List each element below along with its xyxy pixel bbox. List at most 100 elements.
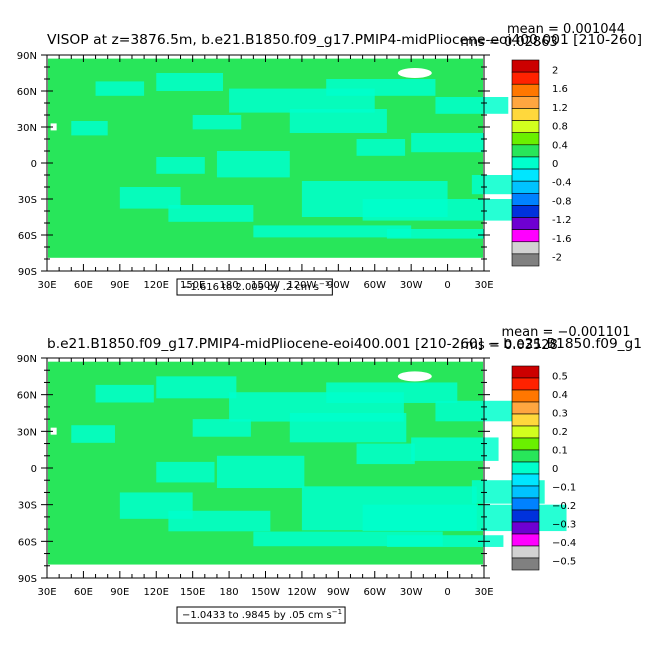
colorbar-label: -2 bbox=[552, 253, 562, 264]
colorbar-label: 0.1 bbox=[552, 445, 568, 456]
field-patch-12 bbox=[71, 121, 108, 136]
field-patch-17 bbox=[356, 443, 415, 465]
y-tick-label: 0 bbox=[31, 464, 37, 475]
land-gap bbox=[50, 123, 57, 131]
field-patch-9 bbox=[168, 510, 271, 532]
field-patch-14 bbox=[386, 229, 484, 239]
colorbar-label: −0.5 bbox=[552, 557, 576, 568]
x-tick-label: 90E bbox=[110, 587, 129, 598]
x-tick-label: 120W bbox=[287, 280, 316, 291]
field-patch-5 bbox=[216, 151, 290, 178]
ice-gap bbox=[397, 371, 432, 382]
stat-mean: mean = 0.001044 bbox=[507, 22, 625, 37]
colorbar-swatch bbox=[511, 365, 540, 379]
colorbar-swatch bbox=[511, 241, 540, 255]
field-patch-10 bbox=[435, 400, 523, 422]
range-label: −1.0433 to .9845 by .05 cm s−1 bbox=[182, 608, 342, 621]
x-tick-label: 60W bbox=[363, 587, 386, 598]
colorbar-swatch bbox=[511, 120, 540, 134]
range-label: −1.616 to 2.009 by .2 cm s−1 bbox=[182, 280, 329, 293]
colorbar-swatch bbox=[511, 557, 540, 571]
y-tick-label: 30S bbox=[18, 195, 37, 206]
colorbar-swatch bbox=[511, 533, 540, 547]
colorbar-swatch bbox=[511, 253, 540, 267]
field-patch-16 bbox=[192, 115, 242, 130]
colorbar-swatch bbox=[511, 473, 540, 487]
field-patch-17 bbox=[356, 139, 406, 156]
y-tick-label: 90N bbox=[17, 354, 37, 365]
colorbar-swatch bbox=[511, 461, 540, 475]
x-tick-label: 60E bbox=[74, 587, 93, 598]
y-tick-label: 30N bbox=[17, 123, 37, 134]
x-tick-label: 30W bbox=[400, 587, 423, 598]
x-tick-label: 150W bbox=[251, 587, 280, 598]
range-label-frame bbox=[176, 278, 333, 296]
chart-title: VISOP at z=3876.5m, b.e21.B1850.f09_g17.… bbox=[47, 33, 642, 48]
field-patch-5 bbox=[216, 455, 305, 489]
colorbar-swatch bbox=[511, 497, 540, 511]
colorbar-label: 0.4 bbox=[552, 390, 568, 401]
chart-title: b.e21.B1850.f09_g17.PMIP4-midPliocene-eo… bbox=[47, 337, 642, 352]
colorbar-swatch bbox=[511, 413, 540, 427]
field-patch-8 bbox=[119, 187, 181, 209]
colorbar-label: −0.2 bbox=[552, 501, 576, 512]
colorbar-label: -1.6 bbox=[552, 234, 572, 245]
colorbar-label: −0.3 bbox=[552, 520, 576, 531]
colorbar-swatch bbox=[511, 425, 540, 439]
y-tick-label: 60S bbox=[18, 537, 37, 548]
colorbar-swatch bbox=[511, 377, 540, 391]
x-tick-label: 0 bbox=[444, 587, 450, 598]
field-patch-18 bbox=[156, 461, 215, 483]
colorbar-swatch bbox=[511, 156, 540, 170]
x-tick-label: 60E bbox=[74, 280, 93, 291]
colorbar-swatch bbox=[511, 485, 540, 499]
colorbar-swatch bbox=[511, 96, 540, 109]
x-tick-label: 150E bbox=[180, 587, 205, 598]
colorbar-label: 2 bbox=[552, 65, 558, 76]
colorbar-swatch bbox=[511, 521, 540, 535]
y-tick-label: 60N bbox=[17, 391, 37, 402]
colorbar-label: -1.2 bbox=[552, 215, 572, 226]
x-tick-label: 0 bbox=[444, 280, 450, 291]
y-tick-label: 30S bbox=[18, 501, 37, 512]
y-tick-label: 90S bbox=[18, 267, 37, 278]
x-tick-label: 150W bbox=[251, 280, 280, 291]
colorbar-label: 0.5 bbox=[552, 371, 568, 382]
x-tick-label: 120E bbox=[144, 587, 169, 598]
x-tick-label: 120E bbox=[144, 280, 169, 291]
field-patch-14 bbox=[386, 535, 504, 547]
colorbar-label: 1.6 bbox=[552, 84, 568, 95]
colorbar-swatch bbox=[511, 229, 540, 243]
colorbar-label: 0.2 bbox=[552, 427, 568, 438]
y-tick-label: 30N bbox=[17, 427, 37, 438]
colorbar-swatch bbox=[511, 180, 540, 194]
y-tick-label: 90S bbox=[18, 574, 37, 585]
colorbar-swatch bbox=[511, 545, 540, 559]
range-unit-superscript: −1 bbox=[319, 280, 329, 288]
colorbar-swatch bbox=[511, 108, 540, 121]
colorbar-swatch bbox=[511, 509, 540, 523]
colorbar-label: 0 bbox=[552, 464, 558, 475]
colorbar-swatch bbox=[511, 71, 540, 85]
range-unit-superscript: −1 bbox=[332, 608, 342, 616]
x-tick-label: 30W bbox=[400, 280, 423, 291]
field-patch-13 bbox=[253, 225, 412, 238]
panel-2: 30E 60E 90E 120E 150E 180 150W 120W 90W 60W 30W 0 30… bbox=[17, 325, 642, 624]
field-patch-12 bbox=[71, 425, 115, 443]
colorbar-label: −0.1 bbox=[552, 483, 576, 494]
range-label-frame bbox=[176, 606, 346, 624]
colorbar-swatch bbox=[511, 449, 540, 463]
colorbar-swatch bbox=[511, 144, 540, 158]
x-tick-label: 90W bbox=[327, 280, 350, 291]
field-patch-18 bbox=[156, 157, 205, 174]
colorbar-swatch bbox=[511, 401, 540, 415]
range-label-box: −1.0433 to .9845 by .05 cm s−1 bbox=[176, 606, 346, 624]
x-tick-label: 30E bbox=[37, 280, 56, 291]
y-tick-label: 60S bbox=[18, 231, 37, 242]
colorbar-label: 0.4 bbox=[552, 140, 568, 151]
x-tick-label: 120W bbox=[287, 587, 316, 598]
y-tick-label: 90N bbox=[17, 51, 37, 62]
field-patch-10 bbox=[435, 97, 509, 114]
x-tick-label: 30E bbox=[474, 587, 493, 598]
